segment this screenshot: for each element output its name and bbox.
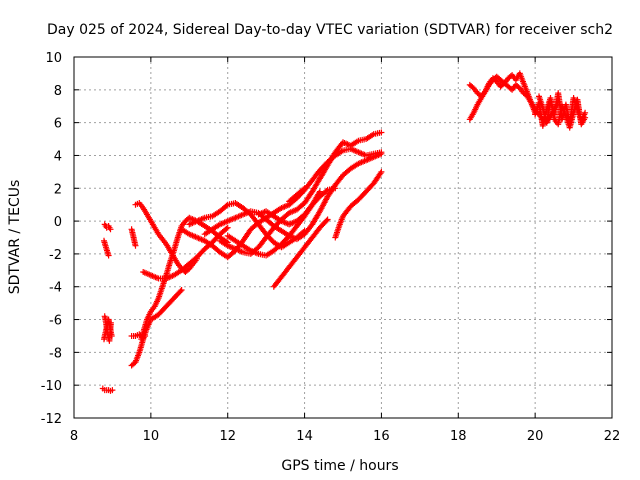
data-series — [101, 237, 112, 259]
x-tick-label: 22 — [604, 429, 621, 444]
data-point — [201, 150, 385, 243]
data-point — [99, 385, 116, 394]
data-point — [286, 185, 308, 205]
y-tick-label: 0 — [54, 215, 62, 230]
axis-ticks: 8 10 12 14 16 18 20 22 -12 -10 -8 -6 -4 -2 0 2 4 6 8 10 — [41, 51, 621, 444]
x-tick-label: 20 — [527, 429, 544, 444]
x-axis-label: GPS time / hours — [281, 458, 398, 474]
y-tick-label: -6 — [49, 314, 62, 329]
data-point — [128, 226, 139, 249]
y-tick-label: -8 — [49, 346, 62, 361]
data-series — [286, 185, 308, 205]
x-tick-label: 8 — [70, 429, 78, 444]
y-tick-label: -2 — [49, 248, 62, 263]
y-tick-label: 8 — [54, 84, 62, 99]
data-series — [270, 216, 331, 290]
data-series — [128, 226, 139, 249]
data-point — [270, 216, 331, 290]
x-tick-label: 12 — [219, 429, 236, 444]
data-point — [217, 129, 385, 257]
data-series — [201, 150, 385, 243]
data-series — [536, 90, 589, 126]
plot-frame — [73, 56, 613, 419]
y-tick-label: -10 — [41, 379, 62, 394]
y-axis-label: SDTVAR / TECUs — [7, 180, 23, 295]
y-tick-label: 10 — [45, 51, 62, 66]
chart-title: Day 025 of 2024, Sidereal Day-to-day VTE… — [47, 22, 613, 38]
grid — [74, 57, 612, 418]
data-series — [101, 221, 114, 233]
data-series — [255, 185, 339, 228]
data-point — [101, 313, 114, 344]
x-tick-label: 18 — [450, 429, 467, 444]
y-tick-label: 6 — [54, 117, 62, 132]
data-series — [101, 313, 114, 344]
data-point — [140, 224, 231, 282]
data-series — [99, 385, 116, 394]
x-tick-label: 14 — [296, 429, 313, 444]
x-tick-label: 16 — [373, 429, 390, 444]
data-point — [332, 168, 385, 241]
data-series — [332, 168, 385, 241]
y-tick-label: -4 — [49, 281, 62, 296]
y-tick-label: -12 — [41, 412, 62, 427]
data-point — [101, 221, 114, 233]
y-tick-label: 4 — [54, 149, 62, 164]
data-series — [140, 224, 231, 282]
data-series — [466, 70, 539, 116]
data-point — [466, 70, 539, 116]
data-point — [101, 237, 112, 259]
y-tick-label: 2 — [54, 182, 62, 197]
data-series — [217, 129, 385, 257]
x-tick-label: 10 — [143, 429, 160, 444]
data-point — [255, 185, 339, 228]
data-marks — [99, 70, 589, 394]
data-point — [536, 90, 589, 126]
